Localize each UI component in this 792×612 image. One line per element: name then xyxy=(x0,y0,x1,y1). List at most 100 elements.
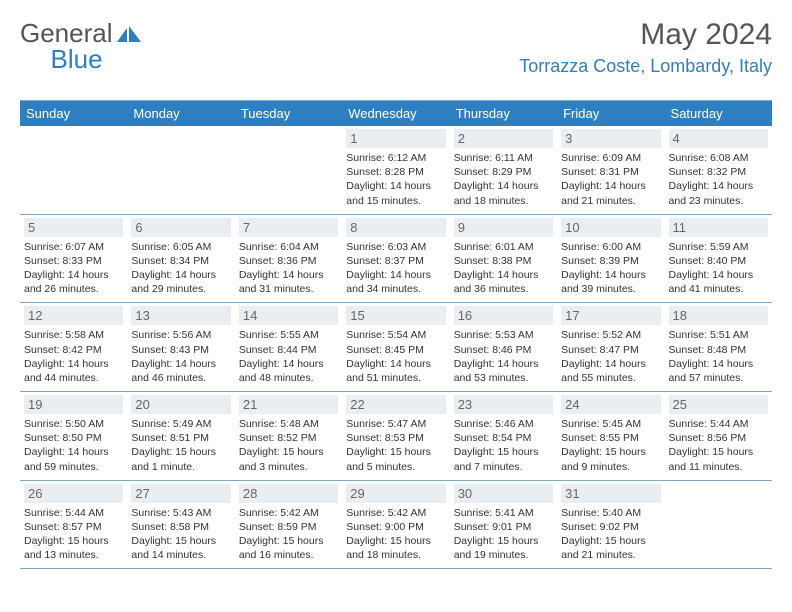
day-info: Sunrise: 5:47 AMSunset: 8:53 PMDaylight:… xyxy=(346,417,445,474)
day-info: Sunrise: 5:49 AMSunset: 8:51 PMDaylight:… xyxy=(131,417,230,474)
weekday-header: Thursday xyxy=(450,101,557,127)
day-number: 17 xyxy=(561,306,660,325)
calendar-day-cell: 14 Sunrise: 5:55 AMSunset: 8:44 PMDayligh… xyxy=(235,303,342,392)
day-number: 27 xyxy=(131,484,230,503)
day-number: 30 xyxy=(454,484,553,503)
day-number: 18 xyxy=(669,306,768,325)
calendar-head: SundayMondayTuesdayWednesdayThursdayFrid… xyxy=(20,101,772,127)
day-info: Sunrise: 6:05 AMSunset: 8:34 PMDaylight:… xyxy=(131,240,230,297)
day-number: 15 xyxy=(346,306,445,325)
calendar-day-cell: 27 Sunrise: 5:43 AMSunset: 8:58 PMDayligh… xyxy=(127,480,234,569)
day-number: 23 xyxy=(454,395,553,414)
weekday-header: Wednesday xyxy=(342,101,449,127)
day-info: Sunrise: 5:53 AMSunset: 8:46 PMDaylight:… xyxy=(454,328,553,385)
day-info: Sunrise: 6:03 AMSunset: 8:37 PMDaylight:… xyxy=(346,240,445,297)
day-number: 20 xyxy=(131,395,230,414)
day-number: 31 xyxy=(561,484,660,503)
day-number: 1 xyxy=(346,129,445,148)
day-info: Sunrise: 5:56 AMSunset: 8:43 PMDaylight:… xyxy=(131,328,230,385)
day-number: 13 xyxy=(131,306,230,325)
day-info: Sunrise: 5:59 AMSunset: 8:40 PMDaylight:… xyxy=(669,240,768,297)
calendar-day-cell: 3 Sunrise: 6:09 AMSunset: 8:31 PMDaylight… xyxy=(557,126,664,214)
location: Torrazza Coste, Lombardy, Italy xyxy=(519,56,772,77)
calendar-week-row: 1Sunrise: 6:12 AMSunset: 8:28 PMDaylight… xyxy=(20,126,772,214)
calendar-day-cell: 9 Sunrise: 6:01 AMSunset: 8:38 PMDaylight… xyxy=(450,214,557,303)
weekday-header: Monday xyxy=(127,101,234,127)
weekday-header: Tuesday xyxy=(235,101,342,127)
calendar-day-cell: 8 Sunrise: 6:03 AMSunset: 8:37 PMDaylight… xyxy=(342,214,449,303)
day-number: 9 xyxy=(454,218,553,237)
calendar-day-cell: 13 Sunrise: 5:56 AMSunset: 8:43 PMDayligh… xyxy=(127,303,234,392)
day-info: Sunrise: 6:09 AMSunset: 8:31 PMDaylight:… xyxy=(561,151,660,208)
calendar-day-cell xyxy=(235,126,342,214)
day-info: Sunrise: 6:04 AMSunset: 8:36 PMDaylight:… xyxy=(239,240,338,297)
day-number: 14 xyxy=(239,306,338,325)
day-info: Sunrise: 5:43 AMSunset: 8:58 PMDaylight:… xyxy=(131,506,230,563)
day-number: 19 xyxy=(24,395,123,414)
calendar-week-row: 19 Sunrise: 5:50 AMSunset: 8:50 PMDayligh… xyxy=(20,392,772,481)
calendar-table: SundayMondayTuesdayWednesdayThursdayFrid… xyxy=(20,100,772,569)
day-number: 3 xyxy=(561,129,660,148)
day-info: Sunrise: 5:52 AMSunset: 8:47 PMDaylight:… xyxy=(561,328,660,385)
day-number: 24 xyxy=(561,395,660,414)
calendar-day-cell: 5 Sunrise: 6:07 AMSunset: 8:33 PMDaylight… xyxy=(20,214,127,303)
weekday-header: Sunday xyxy=(20,101,127,127)
calendar-day-cell: 28 Sunrise: 5:42 AMSunset: 8:59 PMDayligh… xyxy=(235,480,342,569)
day-number: 11 xyxy=(669,218,768,237)
day-info: Sunrise: 6:01 AMSunset: 8:38 PMDaylight:… xyxy=(454,240,553,297)
day-number: 4 xyxy=(669,129,768,148)
day-number: 8 xyxy=(346,218,445,237)
calendar-day-cell: 19 Sunrise: 5:50 AMSunset: 8:50 PMDayligh… xyxy=(20,392,127,481)
calendar-day-cell: 6 Sunrise: 6:05 AMSunset: 8:34 PMDaylight… xyxy=(127,214,234,303)
calendar-day-cell: 15 Sunrise: 5:54 AMSunset: 8:45 PMDayligh… xyxy=(342,303,449,392)
day-number: 5 xyxy=(24,218,123,237)
weekday-header: Saturday xyxy=(665,101,772,127)
calendar-week-row: 12Sunrise: 5:58 AMSunset: 8:42 PMDayligh… xyxy=(20,303,772,392)
day-number: 10 xyxy=(561,218,660,237)
calendar-day-cell: 7Sunrise: 6:04 AMSunset: 8:36 PMDaylight… xyxy=(235,214,342,303)
calendar-week-row: 5 Sunrise: 6:07 AMSunset: 8:33 PMDaylight… xyxy=(20,214,772,303)
calendar-day-cell: 12Sunrise: 5:58 AMSunset: 8:42 PMDayligh… xyxy=(20,303,127,392)
day-number: 29 xyxy=(346,484,445,503)
weekday-row: SundayMondayTuesdayWednesdayThursdayFrid… xyxy=(20,101,772,127)
calendar-day-cell: 26Sunrise: 5:44 AMSunset: 8:57 PMDayligh… xyxy=(20,480,127,569)
day-info: Sunrise: 5:44 AMSunset: 8:56 PMDaylight:… xyxy=(669,417,768,474)
calendar-day-cell xyxy=(20,126,127,214)
title-block: May 2024 Torrazza Coste, Lombardy, Italy xyxy=(519,18,772,77)
calendar-day-cell: 29 Sunrise: 5:42 AMSunset: 9:00 PMDayligh… xyxy=(342,480,449,569)
day-info: Sunrise: 5:51 AMSunset: 8:48 PMDaylight:… xyxy=(669,328,768,385)
day-info: Sunrise: 6:11 AMSunset: 8:29 PMDaylight:… xyxy=(454,151,553,208)
brand-word-2: Blue xyxy=(51,44,103,75)
day-info: Sunrise: 6:08 AMSunset: 8:32 PMDaylight:… xyxy=(669,151,768,208)
calendar-day-cell: 20 Sunrise: 5:49 AMSunset: 8:51 PMDayligh… xyxy=(127,392,234,481)
day-number: 6 xyxy=(131,218,230,237)
day-info: Sunrise: 5:54 AMSunset: 8:45 PMDaylight:… xyxy=(346,328,445,385)
day-number: 21 xyxy=(239,395,338,414)
day-info: Sunrise: 5:50 AMSunset: 8:50 PMDaylight:… xyxy=(24,417,123,474)
day-info: Sunrise: 5:55 AMSunset: 8:44 PMDaylight:… xyxy=(239,328,338,385)
day-info: Sunrise: 5:42 AMSunset: 9:00 PMDaylight:… xyxy=(346,506,445,563)
day-number: 28 xyxy=(239,484,338,503)
calendar-day-cell: 30 Sunrise: 5:41 AMSunset: 9:01 PMDayligh… xyxy=(450,480,557,569)
day-info: Sunrise: 6:00 AMSunset: 8:39 PMDaylight:… xyxy=(561,240,660,297)
day-info: Sunrise: 6:07 AMSunset: 8:33 PMDaylight:… xyxy=(24,240,123,297)
calendar-day-cell xyxy=(665,480,772,569)
calendar-day-cell: 25Sunrise: 5:44 AMSunset: 8:56 PMDayligh… xyxy=(665,392,772,481)
day-info: Sunrise: 5:58 AMSunset: 8:42 PMDaylight:… xyxy=(24,328,123,385)
day-number: 16 xyxy=(454,306,553,325)
day-number: 22 xyxy=(346,395,445,414)
calendar-day-cell: 16 Sunrise: 5:53 AMSunset: 8:46 PMDayligh… xyxy=(450,303,557,392)
day-number: 26 xyxy=(24,484,123,503)
day-info: Sunrise: 5:48 AMSunset: 8:52 PMDaylight:… xyxy=(239,417,338,474)
calendar-day-cell: 22 Sunrise: 5:47 AMSunset: 8:53 PMDayligh… xyxy=(342,392,449,481)
calendar-day-cell: 17 Sunrise: 5:52 AMSunset: 8:47 PMDayligh… xyxy=(557,303,664,392)
sails-icon xyxy=(115,24,143,44)
calendar-day-cell: 11 Sunrise: 5:59 AMSunset: 8:40 PMDayligh… xyxy=(665,214,772,303)
calendar-day-cell xyxy=(127,126,234,214)
day-info: Sunrise: 5:45 AMSunset: 8:55 PMDaylight:… xyxy=(561,417,660,474)
month-year: May 2024 xyxy=(519,18,772,52)
calendar-day-cell: 10 Sunrise: 6:00 AMSunset: 8:39 PMDayligh… xyxy=(557,214,664,303)
day-info: Sunrise: 5:42 AMSunset: 8:59 PMDaylight:… xyxy=(239,506,338,563)
day-info: Sunrise: 5:41 AMSunset: 9:01 PMDaylight:… xyxy=(454,506,553,563)
calendar-body: 1Sunrise: 6:12 AMSunset: 8:28 PMDaylight… xyxy=(20,126,772,569)
